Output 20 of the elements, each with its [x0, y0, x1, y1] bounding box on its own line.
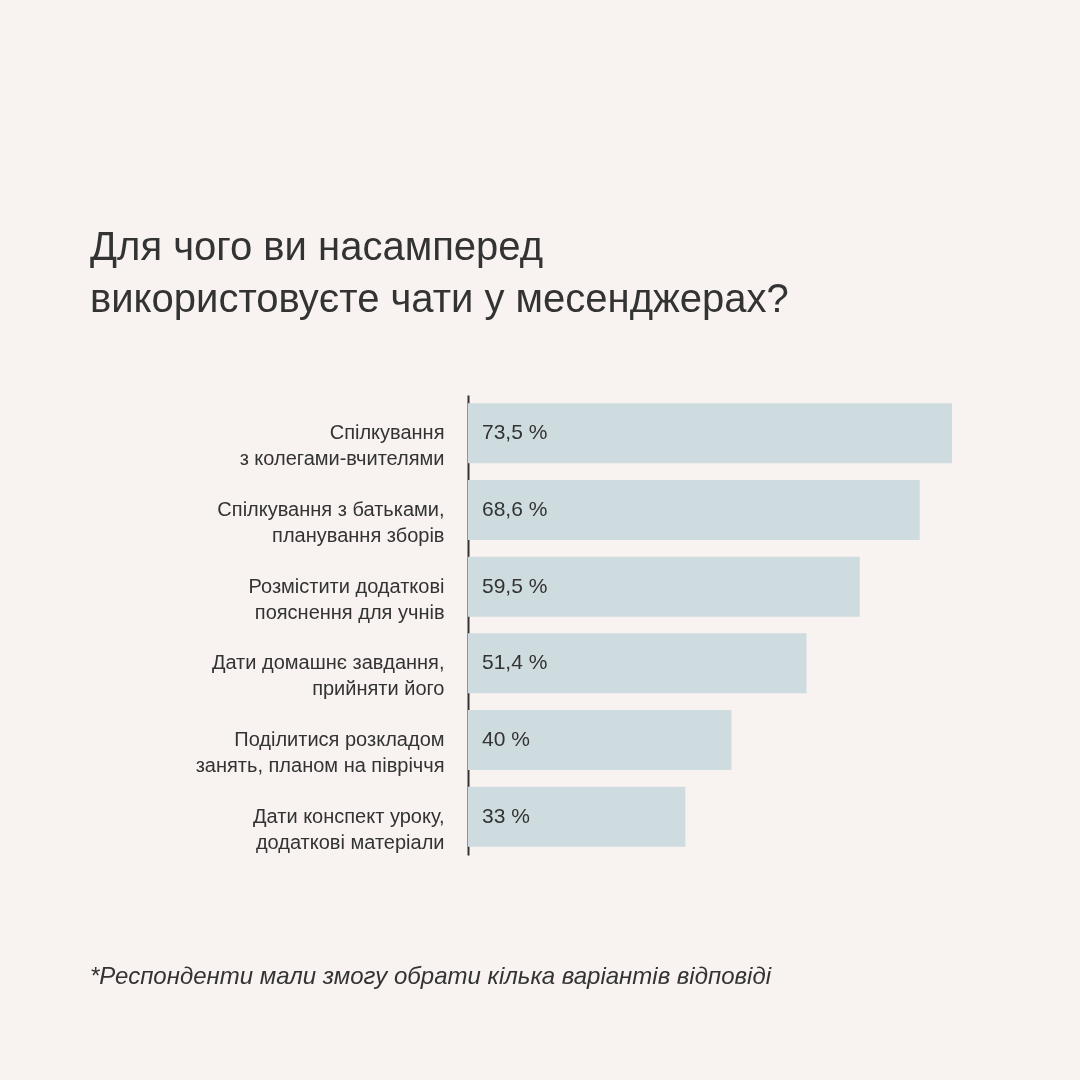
data-label: 33 % — [482, 803, 530, 827]
data-label: 68,6 % — [482, 497, 548, 520]
chart-title: Для чого ви насамперед використовуєте чати у месенджерах? — [90, 224, 789, 320]
y-tick-label: Спілкування з батьками, планування зборів — [217, 498, 445, 546]
bar — [468, 633, 807, 694]
y-tick-label: Дати домашнє завдання, прийняти його — [211, 651, 445, 700]
bar — [468, 480, 920, 540]
text: *Респонденти мали змогу обрати кілька варіантів відповіді — [90, 962, 772, 989]
data-label: 40 % — [482, 727, 530, 750]
y-tick-label: Поділитися розкладом занять, планом на півріччя — [195, 728, 445, 776]
y-tick-label: Спілкування з колегами-вчителями — [239, 421, 445, 470]
bar — [468, 786, 686, 847]
data-label: 59,5 % — [482, 573, 548, 597]
y-tick-label: Дати конспект уроку, додаткові матеріали — [253, 804, 445, 853]
y-tick-label: Розмістити додаткові пояснення для учнів — [248, 574, 445, 623]
data-label: 73,5 % — [482, 420, 548, 444]
bar — [468, 403, 952, 464]
bar — [468, 556, 860, 617]
bar — [468, 710, 732, 770]
data-label: 51,4 % — [482, 650, 548, 674]
